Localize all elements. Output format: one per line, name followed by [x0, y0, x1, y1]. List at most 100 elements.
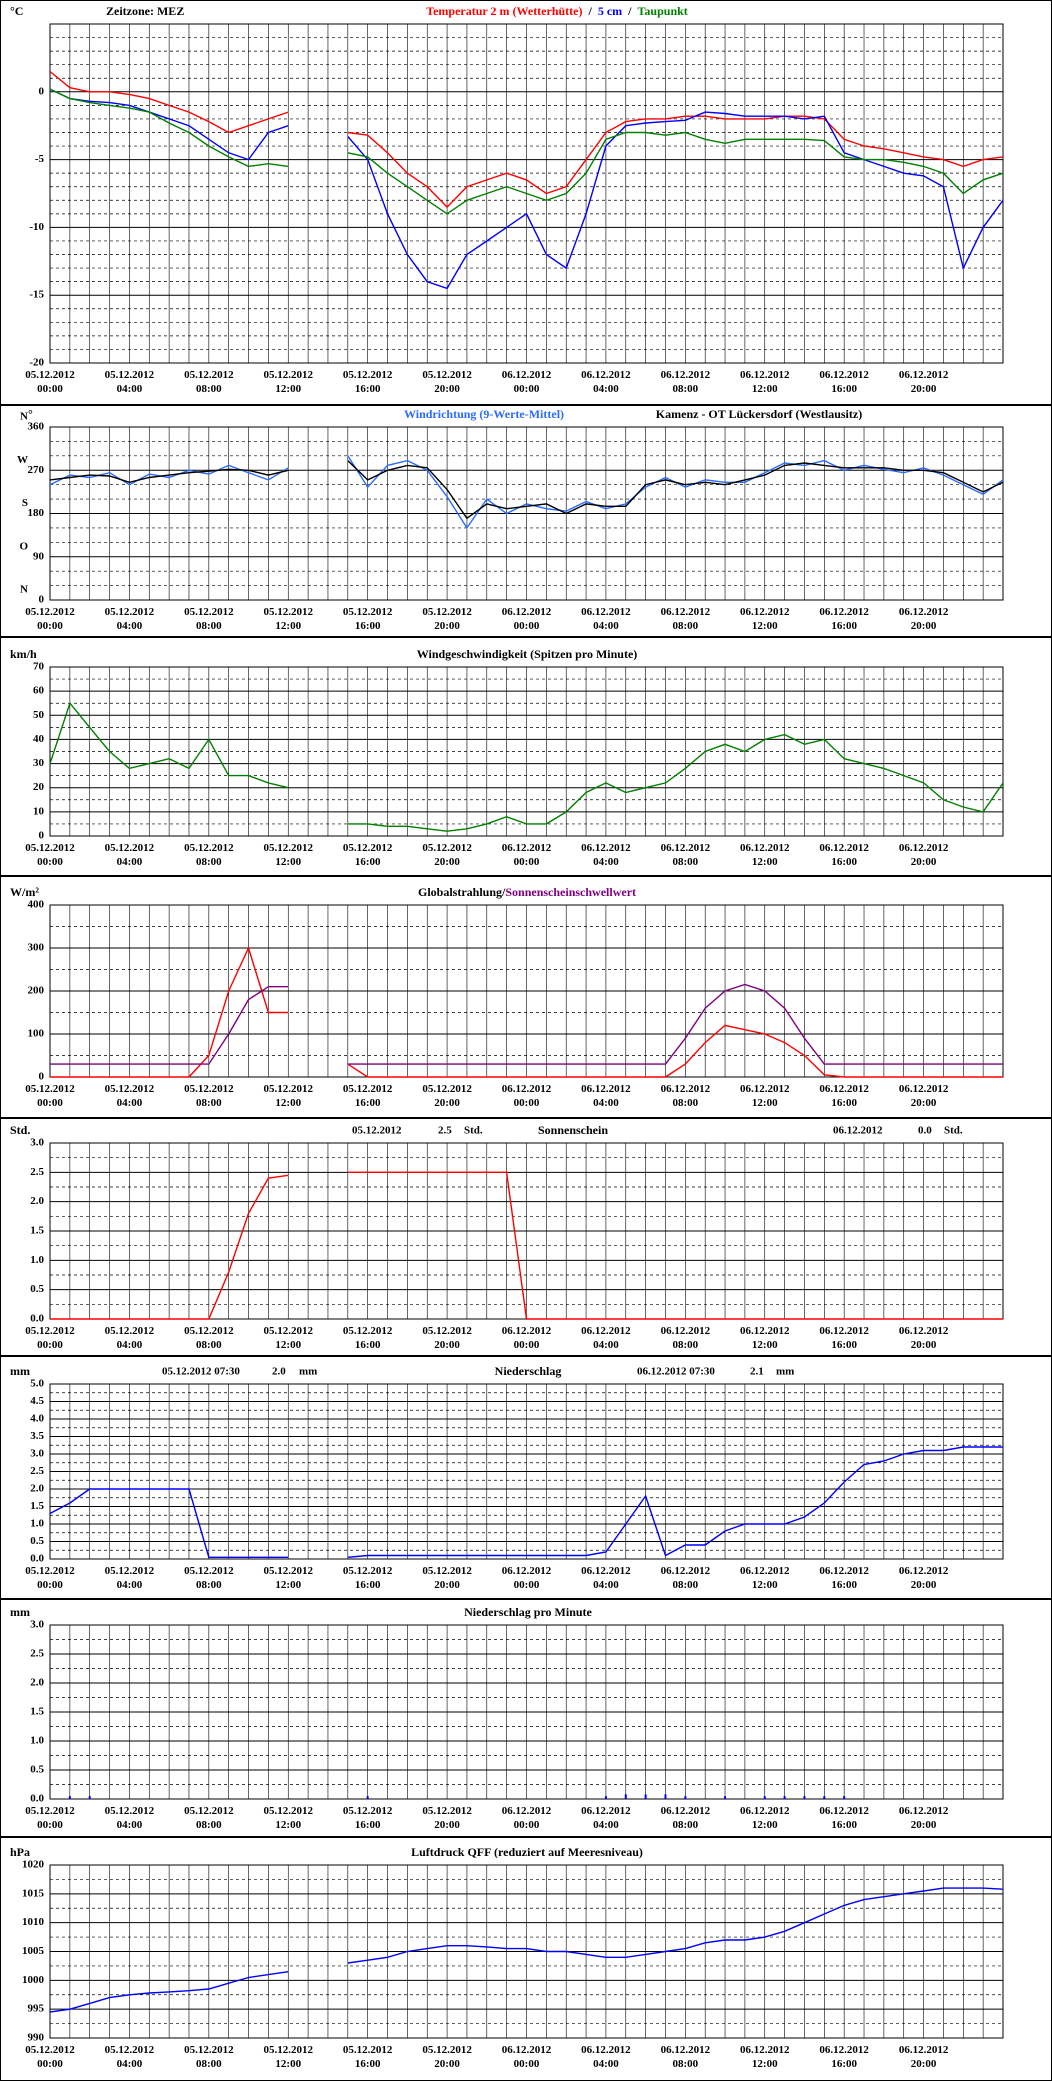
- x-tick-date: 05.12.2012: [25, 1805, 75, 1817]
- title-text: Globalstrahlung/: [418, 885, 506, 899]
- x-tick-date: 06.12.2012: [740, 369, 790, 381]
- compass-label: N: [20, 584, 28, 596]
- x-tick-time: 08:00: [672, 383, 698, 395]
- x-tick-date: 06.12.2012: [502, 2044, 552, 2056]
- x-tick-time: 20:00: [911, 1339, 937, 1351]
- x-tick-date: 05.12.2012: [343, 369, 393, 381]
- y-tick-label: -10: [29, 221, 44, 233]
- data-line: [50, 946, 1003, 1078]
- chart-title: Luftdruck QFF (reduziert auf Meeresnivea…: [411, 1845, 643, 1859]
- x-tick-time: 00:00: [514, 1579, 540, 1591]
- x-tick-date: 06.12.2012: [502, 1805, 552, 1817]
- y-tick-label: 4.5: [30, 1395, 44, 1407]
- x-tick-time: 00:00: [37, 2058, 63, 2070]
- y-tick-label: 2.5: [30, 1648, 44, 1660]
- x-tick-label: 05.12.2012 04:00: [105, 1083, 155, 1109]
- compass-label: S: [22, 497, 28, 509]
- data-line: [49, 1887, 1004, 2013]
- compass-label: O: [19, 540, 28, 552]
- x-tick-time: 16:00: [355, 620, 381, 632]
- x-tick-date: 06.12.2012: [581, 1083, 631, 1095]
- x-tick-time: 08:00: [672, 1339, 698, 1351]
- unit-label: °: [28, 407, 33, 421]
- x-tick-time: 04:00: [117, 1579, 143, 1591]
- x-tick-label: 06.12.2012 00:00: [502, 1805, 552, 1831]
- x-tick-time: 20:00: [434, 2058, 460, 2070]
- x-tick-date: 06.12.2012: [581, 842, 631, 854]
- x-tick-label: 06.12.2012 12:00: [740, 1325, 790, 1351]
- y-tick-label: 1.5: [30, 1500, 44, 1512]
- x-tick-time: 08:00: [672, 2058, 698, 2070]
- x-tick-date: 06.12.2012: [581, 369, 631, 381]
- x-tick-date: 06.12.2012: [740, 842, 790, 854]
- bar: [366, 1796, 369, 1799]
- x-tick-time: 04:00: [593, 1819, 619, 1831]
- y-tick-label: 10: [33, 805, 45, 817]
- x-tick-label: 06.12.2012 08:00: [661, 369, 711, 395]
- annotation: 2.0: [272, 1366, 286, 1378]
- x-tick-label: 05.12.2012 12:00: [264, 2044, 314, 2070]
- bar: [624, 1794, 627, 1799]
- x-tick-date: 05.12.2012: [422, 369, 472, 381]
- x-tick-label: 06.12.2012 16:00: [819, 1325, 869, 1351]
- x-tick-time: 16:00: [355, 1579, 381, 1591]
- x-tick-time: 20:00: [911, 1579, 937, 1591]
- y-tick-label: 1.0: [30, 1254, 44, 1266]
- x-tick-time: 08:00: [672, 620, 698, 632]
- x-tick-label: 06.12.2012 04:00: [581, 1805, 631, 1831]
- y-tick-label: 2.5: [30, 1166, 44, 1178]
- y-tick-label: 50: [33, 709, 45, 721]
- x-tick-date: 06.12.2012: [899, 842, 949, 854]
- x-tick-date: 06.12.2012: [661, 1805, 711, 1817]
- annotation: 06.12.2012 07:30: [637, 1366, 715, 1378]
- y-tick-label: 2.0: [30, 1195, 44, 1207]
- x-tick-time: 00:00: [514, 620, 540, 632]
- x-tick-label: 05.12.2012 16:00: [343, 1805, 393, 1831]
- x-tick-date: 05.12.2012: [184, 1805, 234, 1817]
- legend-entry: Taupunkt: [638, 4, 688, 18]
- x-tick-date: 06.12.2012: [581, 1325, 631, 1337]
- x-tick-date: 06.12.2012: [819, 1325, 869, 1337]
- x-tick-date: 05.12.2012: [184, 1083, 234, 1095]
- y-tick-label: 1010: [22, 1916, 45, 1928]
- x-tick-label: 06.12.2012 00:00: [502, 369, 552, 395]
- y-tick-label: 1.5: [30, 1225, 44, 1237]
- x-tick-time: 20:00: [434, 1097, 460, 1109]
- bar: [68, 1796, 71, 1799]
- y-tick-label: 2.0: [30, 1677, 44, 1689]
- x-tick-date: 06.12.2012: [819, 1805, 869, 1817]
- x-tick-label: 06.12.2012 08:00: [661, 1083, 711, 1109]
- unit-label: °C: [10, 4, 23, 18]
- x-tick-label: 05.12.2012 16:00: [343, 606, 393, 632]
- annotation: 2.1: [750, 1366, 764, 1378]
- x-tick-label: 06.12.2012 08:00: [661, 606, 711, 632]
- y-tick-label: 270: [28, 464, 45, 476]
- x-tick-label: 06.12.2012 04:00: [581, 606, 631, 632]
- x-tick-time: 00:00: [37, 1339, 63, 1351]
- x-tick-date: 06.12.2012: [502, 1325, 552, 1337]
- annotation: mm: [299, 1366, 317, 1378]
- annotation: 0.0: [918, 1125, 932, 1137]
- x-tick-date: 05.12.2012: [343, 842, 393, 854]
- y-tick-label: 1015: [22, 1887, 45, 1899]
- y-tick-label: 995: [28, 2003, 45, 2015]
- x-tick-time: 00:00: [514, 856, 540, 868]
- y-tick-label: 0.5: [30, 1764, 44, 1776]
- x-tick-label: 05.12.2012 08:00: [184, 1805, 234, 1831]
- y-tick-label: 60: [33, 685, 45, 697]
- x-tick-date: 05.12.2012: [105, 1565, 155, 1577]
- bar: [823, 1796, 826, 1799]
- x-tick-time: 12:00: [752, 1579, 778, 1591]
- x-tick-date: 06.12.2012: [661, 369, 711, 381]
- x-tick-label: 05.12.2012 00:00: [25, 842, 75, 868]
- chart-title: Windgeschwindigkeit (Spitzen pro Minute): [417, 647, 638, 661]
- x-tick-time: 12:00: [752, 1097, 778, 1109]
- x-tick-time: 04:00: [117, 1339, 143, 1351]
- x-tick-date: 05.12.2012: [264, 606, 314, 618]
- x-tick-time: 16:00: [831, 856, 857, 868]
- x-tick-time: 08:00: [196, 2058, 222, 2070]
- y-tick-label: 3.0: [30, 1137, 44, 1149]
- bar: [843, 1796, 846, 1799]
- x-tick-time: 12:00: [752, 856, 778, 868]
